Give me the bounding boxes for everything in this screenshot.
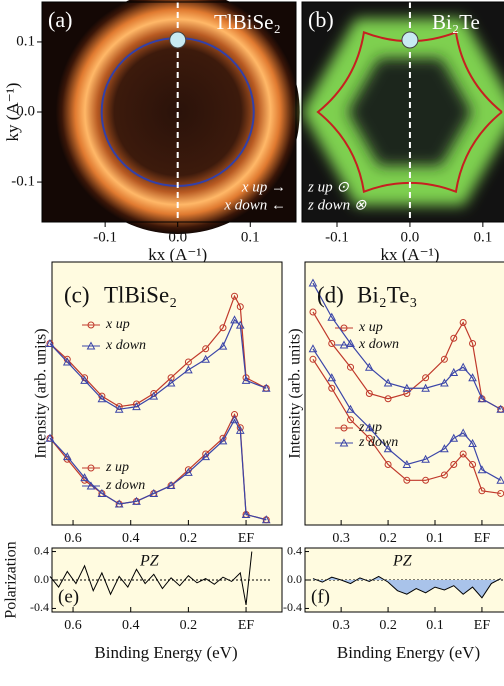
x-tick-label: 0.1: [473, 229, 492, 245]
panel-label: (b): [308, 7, 334, 32]
annotation: z down ⊗: [307, 197, 367, 213]
y-axis-label: Intensity (arb. units): [287, 328, 304, 458]
x-tick-label: EF: [238, 618, 255, 633]
x-tick-label: 0.1: [241, 229, 260, 245]
spin-point: [170, 32, 186, 48]
legend-label: z up: [105, 460, 129, 475]
x-tick-label: 0.3: [332, 618, 350, 633]
annotation: x down ←: [223, 197, 286, 213]
x-tick-label: EF: [238, 531, 255, 546]
legend-label: x up: [358, 320, 383, 335]
panel-label: (d): [317, 282, 344, 307]
panel-title: Bi₂Te: [432, 10, 480, 34]
panel-label: (a): [48, 7, 72, 32]
y-tick-label: 0.1: [16, 33, 35, 49]
plot-bg: [52, 548, 282, 612]
x-axis-label: kx (A⁻¹): [380, 245, 439, 264]
x-axis-label: kx (A⁻¹): [148, 245, 207, 264]
x-tick-label: 0.2: [379, 531, 397, 546]
page: (a) TlBiSe₂ x up → x down ← -0.1 0.0 0.1 kx (A⁻…: [0, 0, 504, 686]
panel-title: PZ: [392, 553, 413, 570]
y-tick-label: 0.0: [287, 572, 302, 586]
x-tick-label: 0.0: [401, 229, 420, 245]
spin-point: [402, 32, 418, 48]
legend-label: z down: [105, 478, 145, 493]
figure: (a) TlBiSe₂ x up → x down ← -0.1 0.0 0.1 kx (A⁻…: [0, 0, 504, 686]
x-tick-label: -0.1: [93, 229, 117, 245]
x-tick-label: 0.4: [122, 618, 140, 633]
legend-label: z down: [358, 435, 398, 450]
x-tick-label: 0.3: [332, 531, 350, 546]
y-axis-label: ky (A⁻¹): [3, 83, 22, 142]
y-axis-label: Intensity (arb. units): [33, 328, 50, 458]
legend-label: x up: [105, 317, 130, 332]
x-tick-label: 0.2: [379, 618, 397, 633]
y-tick-label: -0.4: [283, 600, 302, 614]
x-tick-label: 0.6: [64, 618, 82, 633]
annotation: z up ⊙: [307, 179, 349, 195]
annotation: x up →: [241, 179, 286, 195]
x-tick-label: EF: [474, 531, 491, 546]
y-tick-label: -0.1: [11, 174, 35, 190]
y-axis-label: Polarization: [3, 541, 20, 618]
panel-label: (e): [58, 586, 79, 607]
x-tick-label: 0.1: [426, 618, 444, 633]
y-tick-label: -0.4: [30, 600, 49, 614]
x-tick-label: EF: [474, 618, 491, 633]
x-tick-label: 0.6: [64, 531, 82, 546]
legend-label: x down: [358, 337, 399, 352]
x-tick-label: 0.4: [122, 531, 140, 546]
panel-title: Bi₂Te₃: [357, 282, 417, 307]
x-tick-label: 0.1: [426, 531, 444, 546]
y-tick-label: 0.0: [34, 572, 49, 586]
panel-label: (c): [64, 282, 90, 307]
panel-title: TlBiSe₂: [214, 10, 281, 34]
legend-label: x down: [105, 338, 146, 353]
x-tick-label: -0.1: [325, 229, 349, 245]
panel-title: PZ: [139, 553, 160, 570]
panel-title: TlBiSe₂: [104, 282, 177, 307]
panel-label: (f): [311, 586, 330, 607]
x-tick-label: 0.2: [180, 618, 198, 633]
y-tick-label: 0.4: [287, 543, 302, 557]
x-axis-label: Binding Energy (eV): [94, 643, 237, 662]
x-tick-label: 0.0: [168, 229, 187, 245]
y-tick-label: 0.4: [34, 543, 49, 557]
x-tick-label: 0.2: [180, 531, 198, 546]
x-axis-label: Binding Energy (eV): [337, 643, 480, 662]
